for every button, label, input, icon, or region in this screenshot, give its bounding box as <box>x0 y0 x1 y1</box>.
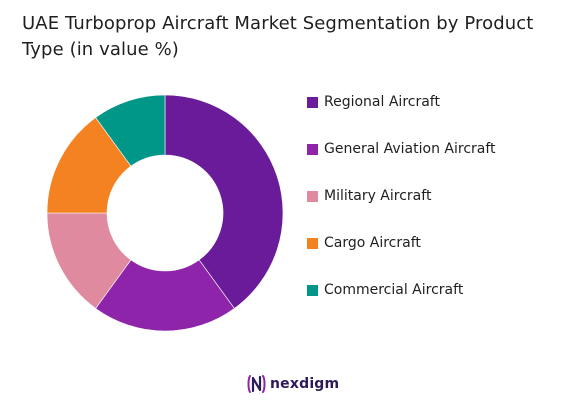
legend-item-regional-aircraft: Regional Aircraft <box>300 92 440 112</box>
legend-swatch <box>307 190 318 202</box>
nexdigm-logo-icon <box>247 375 266 393</box>
slice-commercial-aircraft <box>95 94 166 167</box>
legend-item-military-aircraft: Military Aircraft <box>300 186 431 206</box>
chart-title: UAE Turboprop Aircraft Market Segmentati… <box>22 13 534 60</box>
legend-item-general-aviation-aircraft: General Aviation Aircraft <box>300 139 496 159</box>
legend-swatch <box>307 237 318 249</box>
brand-name: nexdigm <box>270 376 340 392</box>
slice-general-aviation-aircraft <box>95 259 235 332</box>
legend-label: Military Aircraft <box>324 188 432 204</box>
donut-slices <box>46 94 284 332</box>
slice-regional-aircraft <box>164 94 284 309</box>
legend-swatch <box>307 96 318 108</box>
brand-logo: nexdigm <box>246 372 339 396</box>
legend-label: Cargo Aircraft <box>324 235 421 251</box>
legend-label: Commercial Aircraft <box>324 282 464 298</box>
legend-item-cargo-aircraft: Cargo Aircraft <box>300 233 421 253</box>
legend-swatch <box>307 284 318 296</box>
legend-label: General Aviation Aircraft <box>324 141 496 157</box>
legend-label: Regional Aircraft <box>324 94 440 110</box>
legend-item-commercial-aircraft: Commercial Aircraft <box>300 280 463 300</box>
legend-swatch <box>307 143 318 155</box>
